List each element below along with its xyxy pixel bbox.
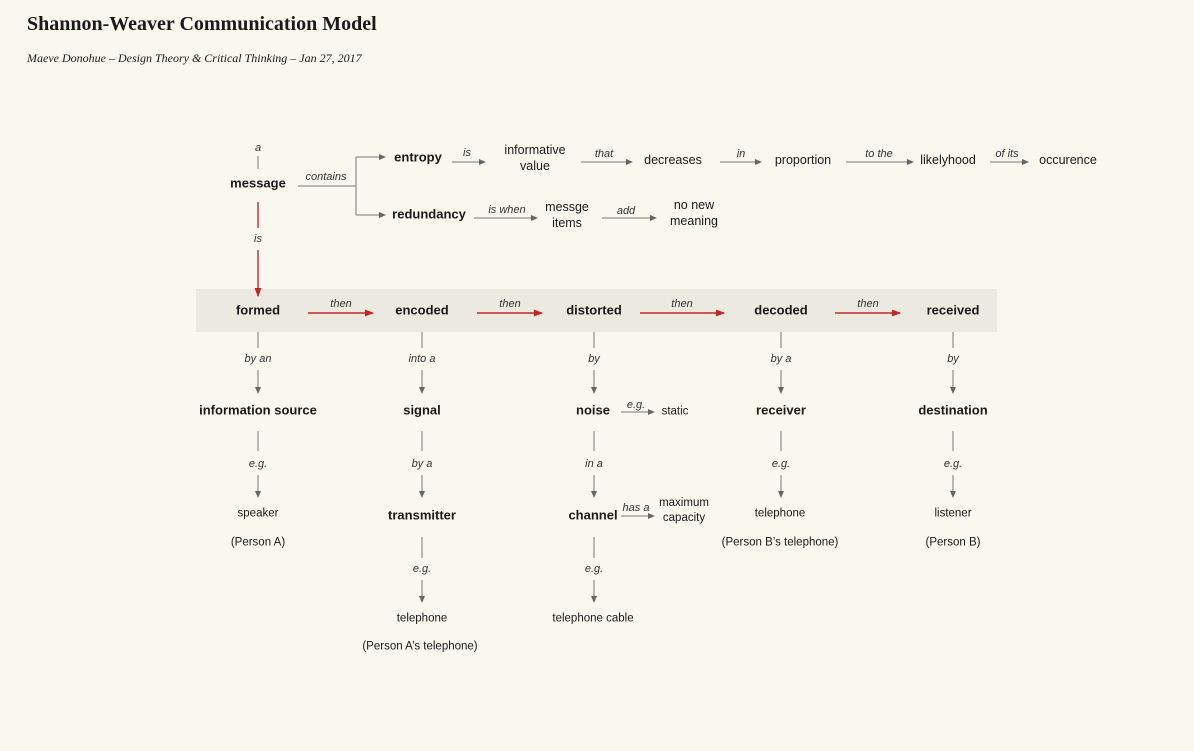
page-title: Shannon-Weaver Communication Model (27, 13, 377, 35)
label-then-3: then (671, 297, 693, 310)
node-proportion: proportion (774, 152, 832, 167)
decoded-rel-by-a: by a (770, 352, 792, 365)
example-person-b-telephone: (Person B’s telephone) (721, 536, 839, 549)
stage-encoded: encoded (395, 302, 449, 318)
stage-received: received (926, 302, 980, 318)
example-person-b: (Person B) (925, 536, 981, 549)
decoded-rel-eg: e.g. (771, 457, 791, 470)
node-likelyhood: likelyhood (920, 152, 976, 167)
formed-rel-eg: e.g. (248, 457, 268, 470)
example-person-a-telephone: (Person A’s telephone) (362, 640, 478, 653)
label-of-its: of its (995, 147, 1019, 160)
example-listener: listener (934, 507, 972, 520)
node-informative-value: informative value (504, 142, 566, 173)
node-noise: noise (576, 402, 610, 418)
formed-rel-by-an: by an (244, 352, 272, 365)
label-contains: contains (305, 170, 347, 183)
label-then-1: then (330, 297, 352, 310)
encoded-rel-into-a: into a (408, 352, 436, 365)
process-band (196, 289, 997, 332)
label-to-the: to the (865, 147, 893, 160)
label-is-when: is when (488, 203, 526, 216)
example-telephone-cable: telephone cable (552, 612, 634, 625)
node-transmitter: transmitter (388, 507, 456, 523)
label-then-4: then (857, 297, 879, 310)
stage-formed: formed (235, 302, 281, 318)
page-subtitle: Maeve Donohue – Design Theory & Critical… (27, 51, 362, 65)
received-rel-by: by (947, 352, 959, 365)
example-telephone-a: telephone (396, 612, 448, 625)
node-static: static (661, 405, 689, 418)
label-entropy-is: is (463, 146, 471, 159)
node-message: message (230, 175, 286, 191)
node-no-new-meaning: no new meaning (670, 197, 718, 228)
node-entropy: entropy (394, 149, 442, 165)
node-redundancy: redundancy (392, 206, 466, 222)
node-channel: channel (568, 507, 618, 523)
node-decreases: decreases (644, 152, 702, 167)
label-in: in (736, 147, 746, 160)
encoded-rel-by-a: by a (411, 457, 433, 470)
channel-rel-has-a: has a (622, 501, 650, 514)
label-is: is (254, 232, 262, 245)
label-a: a (254, 141, 262, 154)
received-rel-eg: e.g. (943, 457, 963, 470)
label-that: that (594, 147, 614, 160)
stage-distorted: distorted (566, 302, 622, 318)
node-maximum-capacity: maximum capacity (659, 497, 709, 524)
node-destination: destination (918, 402, 988, 418)
label-then-2: then (499, 297, 521, 310)
node-receiver: receiver (756, 402, 806, 418)
example-telephone-b: telephone (754, 507, 806, 520)
node-messge-items: messge items (545, 199, 589, 230)
example-speaker: speaker (237, 507, 279, 520)
distorted-rel-by: by (588, 352, 600, 365)
node-occurence: occurence (1039, 152, 1097, 167)
stage-decoded: decoded (754, 302, 808, 318)
node-signal: signal (403, 402, 441, 418)
distorted-rel-eg: e.g. (584, 562, 604, 575)
node-information-source: information source (199, 402, 317, 418)
label-add: add (616, 204, 636, 217)
example-person-a: (Person A) (230, 536, 286, 549)
encoded-rel-eg: e.g. (412, 562, 432, 575)
distorted-rel-in-a: in a (585, 457, 603, 470)
noise-rel-eg: e.g. (626, 398, 646, 411)
